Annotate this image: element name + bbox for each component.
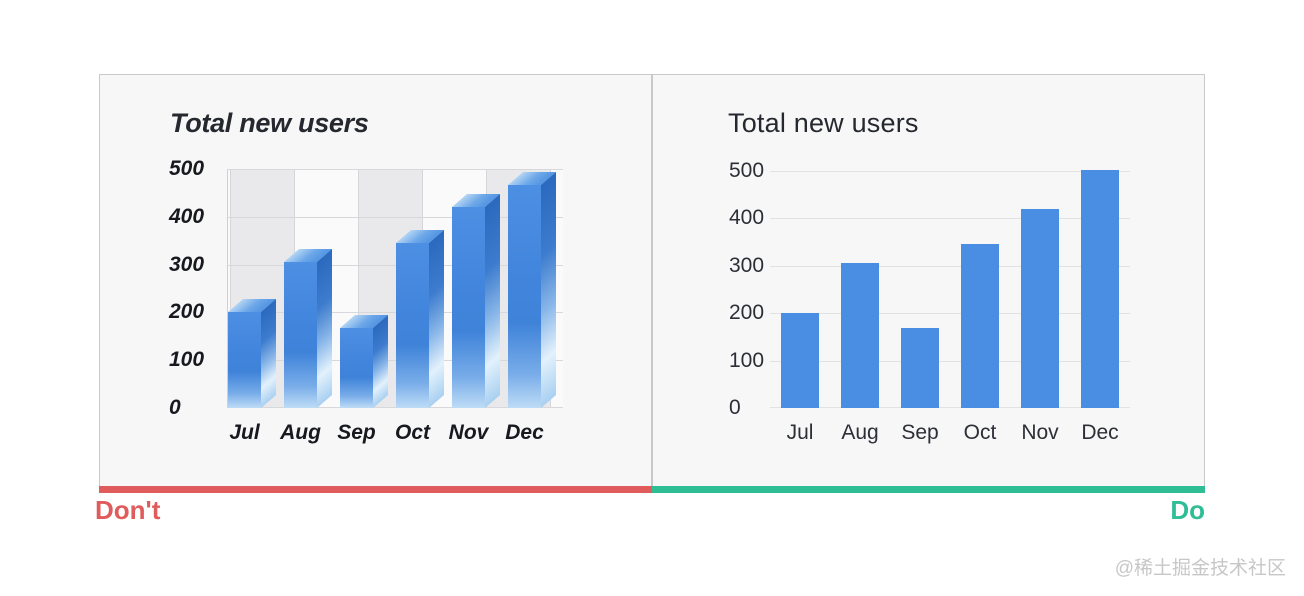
watermark: @稀土掘金技术社区 — [1114, 558, 1286, 579]
month-label: Sep — [337, 421, 376, 444]
gridline-horizontal — [770, 171, 1130, 172]
month-label: Oct — [394, 421, 430, 444]
gridline-horizontal — [227, 407, 563, 408]
bar — [781, 313, 819, 408]
gridline-horizontal — [227, 360, 563, 361]
month-label: Oct — [963, 421, 997, 444]
gridline-horizontal — [227, 265, 563, 266]
bar-side-face — [429, 230, 444, 408]
gridline-vertical — [230, 169, 231, 408]
month-label: Sep — [901, 421, 939, 444]
do-label: Do — [1170, 495, 1205, 525]
month-label: Jul — [229, 421, 260, 444]
gridline-vertical — [358, 169, 359, 408]
dont-label: Don't — [95, 495, 161, 525]
y-tick-label: 100 — [169, 348, 205, 371]
dont-accent-bar — [99, 486, 652, 493]
y-tick-label: 200 — [729, 301, 765, 324]
y-tick-label: 0 — [729, 396, 741, 419]
gridline-horizontal — [770, 361, 1130, 362]
bar — [901, 328, 939, 408]
y-tick-label: 0 — [169, 396, 181, 419]
y-tick-label: 100 — [729, 349, 765, 372]
y-tick-label: 500 — [169, 157, 205, 180]
y-axis-line — [227, 169, 228, 408]
bar-side-face — [541, 172, 556, 408]
bar-side-face — [317, 249, 332, 408]
dont-panel: Total new users 0 100 200 300 400 500 Jul Aug Se… — [99, 74, 652, 487]
month-label: Dec — [1081, 421, 1119, 444]
bar — [961, 244, 999, 408]
dont-chart: 0 100 200 300 400 500 Jul Aug Sep Oct Nov Dec — [100, 75, 651, 486]
bar — [452, 207, 485, 408]
month-label: Aug — [280, 421, 321, 444]
bar — [284, 262, 317, 408]
do-chart-title: Total new users — [728, 108, 919, 138]
gridline-horizontal — [770, 313, 1130, 314]
y-tick-label: 300 — [169, 253, 205, 276]
bar — [1081, 170, 1119, 408]
bar-side-face — [261, 299, 276, 408]
bar-side-face — [485, 194, 500, 408]
month-label: Nov — [448, 421, 489, 444]
dont-chart-title: Total new users — [170, 108, 369, 138]
y-tick-label: 400 — [169, 205, 205, 228]
gridline-horizontal — [770, 266, 1130, 267]
bar — [1021, 209, 1059, 408]
gridline-horizontal — [227, 169, 563, 170]
bar — [508, 185, 541, 408]
gridline-horizontal — [770, 407, 1130, 408]
bar-side-face — [373, 315, 388, 408]
bar — [340, 328, 373, 408]
do-chart: 0 100 200 300 400 500 Jul Aug Sep Oct Nov Dec — [653, 75, 1204, 486]
month-label: Nov — [1021, 421, 1059, 444]
month-label: Jul — [786, 421, 814, 444]
month-label: Aug — [841, 421, 879, 444]
y-tick-label: 200 — [169, 300, 205, 323]
do-accent-bar — [652, 486, 1205, 493]
y-tick-label: 300 — [729, 254, 765, 277]
gridline-horizontal — [770, 218, 1130, 219]
do-panel: Total new users 0 100 200 300 400 500 Jul Aug Se… — [652, 74, 1205, 487]
bar — [396, 243, 429, 408]
y-tick-label: 400 — [729, 206, 765, 229]
y-tick-label: 500 — [729, 159, 765, 182]
gridline-horizontal — [227, 217, 563, 218]
month-label: Dec — [505, 421, 544, 444]
bar — [841, 263, 879, 408]
gridline-horizontal — [227, 312, 563, 313]
bar — [228, 312, 261, 408]
